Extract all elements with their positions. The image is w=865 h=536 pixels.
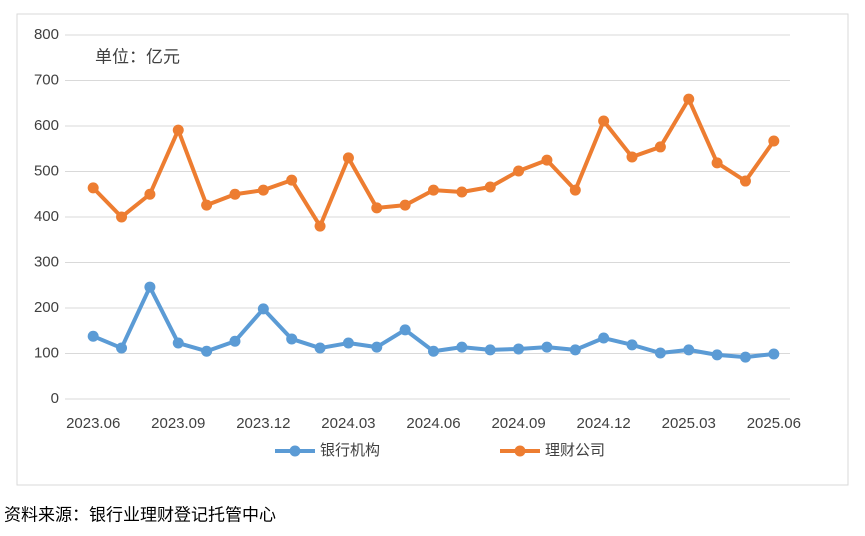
data-point <box>569 184 581 196</box>
data-point <box>144 281 156 293</box>
data-point <box>739 175 751 187</box>
x-tick-label: 2024.06 <box>406 415 460 432</box>
data-point <box>541 341 553 353</box>
data-point <box>654 347 666 359</box>
data-point <box>739 351 751 363</box>
y-tick-label: 100 <box>34 344 59 361</box>
data-point <box>286 174 298 186</box>
data-point <box>683 93 695 105</box>
data-point <box>484 344 496 356</box>
legend-marker <box>514 445 526 457</box>
data-point <box>201 345 213 357</box>
x-tick-label: 2024.03 <box>321 415 375 432</box>
data-point <box>371 202 383 214</box>
data-point <box>399 324 411 336</box>
data-point <box>342 152 354 164</box>
data-point <box>229 188 241 200</box>
data-point <box>172 337 184 349</box>
data-point <box>399 199 411 211</box>
data-point <box>513 343 525 355</box>
x-tick-label: 2024.09 <box>491 415 545 432</box>
x-tick-label: 2023.06 <box>66 415 120 432</box>
data-point <box>683 344 695 356</box>
data-point <box>87 182 99 194</box>
data-point <box>768 135 780 147</box>
y-tick-label: 400 <box>34 208 59 225</box>
chart-frame <box>16 13 849 486</box>
legend-marker <box>289 445 301 457</box>
data-point <box>257 184 269 196</box>
x-tick-label: 2023.09 <box>151 415 205 432</box>
data-point <box>144 188 156 200</box>
data-point <box>513 165 525 177</box>
data-point <box>201 199 213 211</box>
y-tick-label: 600 <box>34 117 59 134</box>
source-note: 资料来源：银行业理财登记托管中心 <box>4 505 276 524</box>
data-point <box>484 181 496 193</box>
y-tick-label: 700 <box>34 71 59 88</box>
data-point <box>371 341 383 353</box>
y-tick-label: 800 <box>34 26 59 43</box>
y-tick-label: 0 <box>51 390 59 407</box>
data-point <box>286 333 298 345</box>
data-point <box>87 330 99 342</box>
data-point <box>116 342 128 354</box>
legend-label: 银行机构 <box>320 442 380 459</box>
x-tick-label: 2025.06 <box>747 415 801 432</box>
data-point <box>257 303 269 315</box>
data-point <box>314 342 326 354</box>
y-tick-label: 500 <box>34 162 59 179</box>
data-point <box>768 348 780 360</box>
data-point <box>541 154 553 166</box>
y-tick-label: 200 <box>34 299 59 316</box>
data-point <box>456 186 468 198</box>
x-tick-label: 2024.12 <box>577 415 631 432</box>
data-point <box>626 151 638 163</box>
x-tick-label: 2025.03 <box>662 415 716 432</box>
data-point <box>598 115 610 127</box>
data-point <box>314 220 326 232</box>
data-point <box>711 157 723 169</box>
data-point <box>569 344 581 356</box>
data-point <box>428 345 439 357</box>
data-point <box>598 332 610 344</box>
data-point <box>456 341 468 353</box>
series-line <box>91 97 776 229</box>
data-point <box>711 349 723 361</box>
data-point <box>116 211 128 223</box>
data-point <box>654 141 666 153</box>
data-point <box>428 184 439 196</box>
legend-label: 理财公司 <box>545 442 605 459</box>
x-tick-label: 2023.12 <box>236 415 290 432</box>
data-point <box>172 124 184 136</box>
unit-annotation: 单位：亿元 <box>95 47 180 66</box>
data-point <box>342 337 354 349</box>
data-point <box>626 339 638 351</box>
y-tick-label: 300 <box>34 253 59 270</box>
data-point <box>229 335 241 347</box>
